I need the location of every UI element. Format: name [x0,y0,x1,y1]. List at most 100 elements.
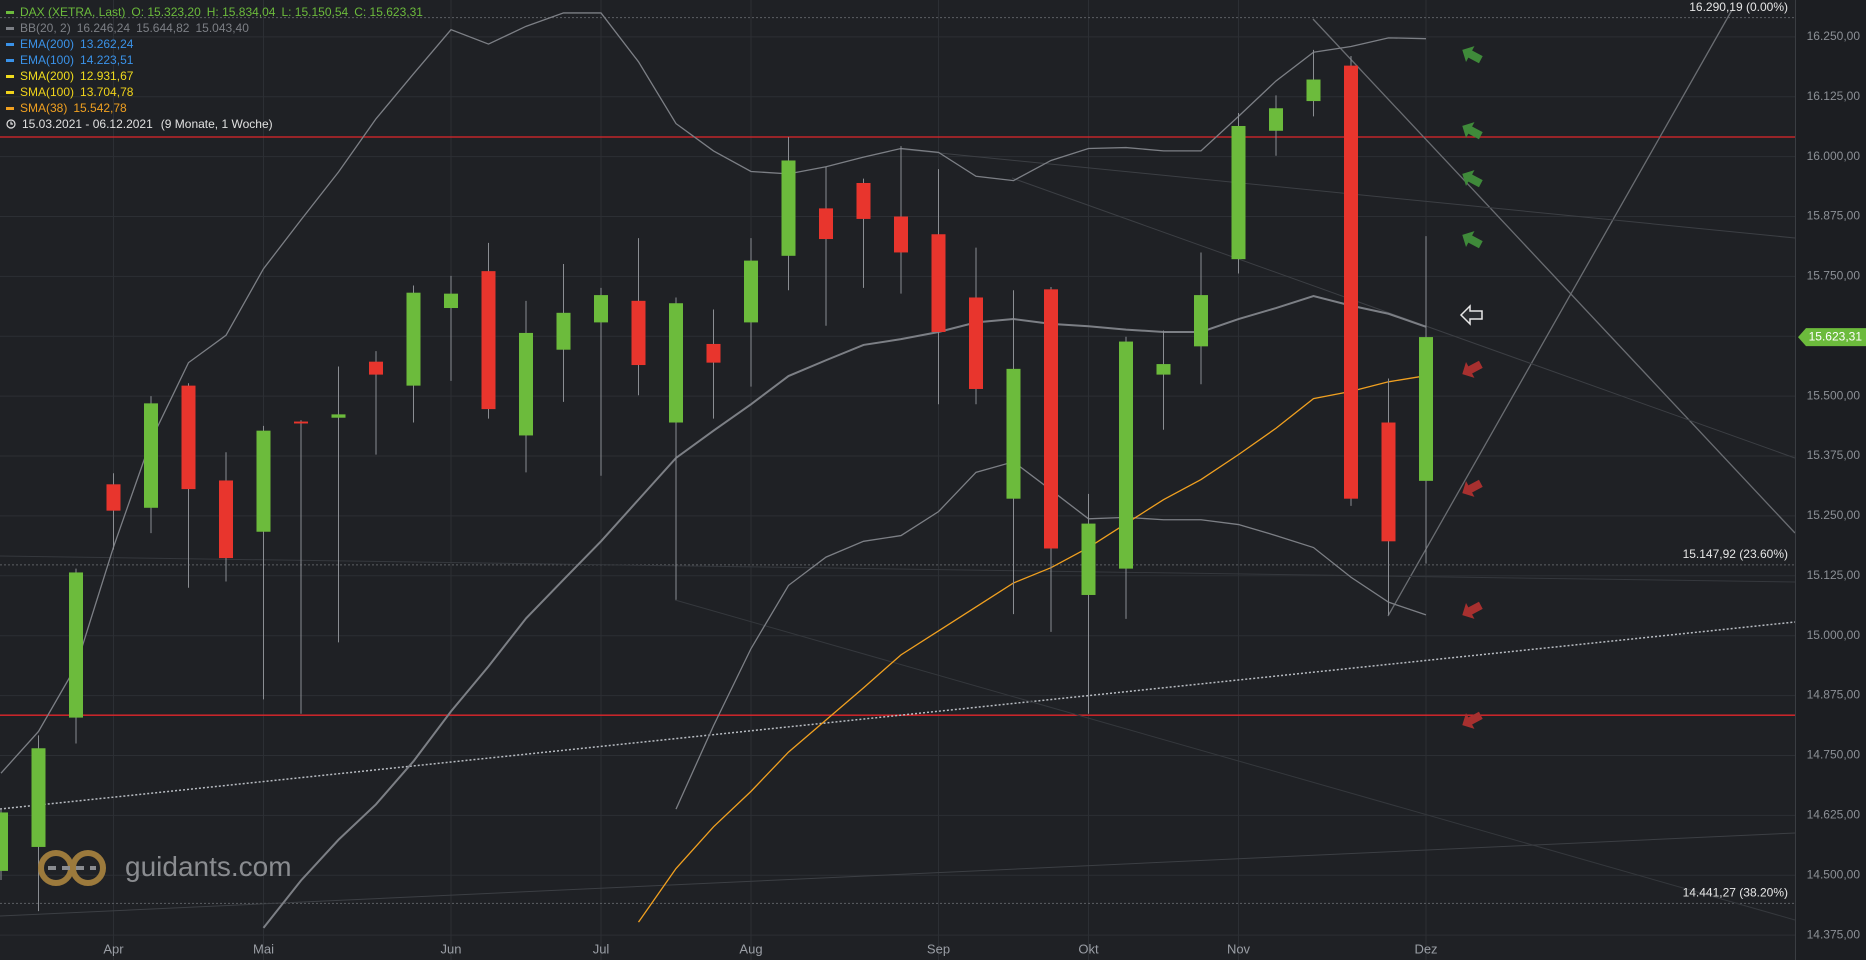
candle-body [0,812,8,871]
candle-body [744,260,758,323]
legend-row: SMA(100) 13.704,78 [6,84,423,100]
instrument-name: DAX (XETRA, Last) [20,5,126,19]
y-tick-label: 15.875,00 [1807,209,1861,223]
trend-lines [0,9,1795,921]
candle-body [819,208,833,240]
trend-line [0,832,1795,917]
candle-body [894,216,908,253]
watermark: guidants.com [125,851,292,882]
indicator-value: 16.246,24 [76,21,131,35]
candle-body [1044,289,1058,549]
candle-body [1119,341,1133,569]
plot-background [0,0,1795,960]
grid [0,0,1795,960]
last-price-label: 15.623,31 [1809,329,1863,343]
y-tick-label: 14.625,00 [1807,808,1861,822]
legend-row: SMA(38) 15.542,78 [6,100,423,116]
x-tick-label: Jun [441,941,462,956]
y-tick-label: 15.250,00 [1807,508,1861,522]
candle-body [931,234,946,332]
candle-body [1194,295,1208,347]
y-tick-label: 14.750,00 [1807,748,1861,762]
trend-line [1387,9,1733,617]
y-tick-label: 16.125,00 [1807,89,1861,103]
indicator-name: EMA(100) [20,53,75,67]
range-note: (9 Monate, 1 Woche) [160,117,273,131]
legend-icon [6,10,14,14]
legend-icon [6,26,14,30]
x-tick-label: Nov [1227,941,1251,956]
candle-body [781,160,796,256]
candle-body [219,480,233,559]
clock-icon [6,119,16,129]
signal-arrow [1459,304,1483,326]
y-tick-label: 16.250,00 [1807,29,1861,43]
y-tick-label: 15.125,00 [1807,568,1861,582]
indicator-value: 15.043,40 [195,21,249,35]
candles [0,49,1433,912]
candle-body [144,403,158,508]
indicator-name: SMA(100) [20,85,75,99]
candle-body [444,293,458,309]
y-tick-label: 14.875,00 [1807,688,1861,702]
indicator-name: SMA(200) [20,69,75,83]
candle-body [556,312,571,350]
legend-icon [6,106,14,110]
candle-body [406,292,421,386]
candle-body [256,430,271,532]
x-tick-label: Aug [739,941,762,956]
trend-line [1312,18,1795,534]
legend-row: 15.03.2021 - 06.12.2021 (9 Monate, 1 Woc… [6,116,423,132]
x-tick-label: Jul [593,941,610,956]
candle-body [369,361,383,375]
signal-arrows [1459,46,1483,729]
x-tick-label: Mai [253,941,274,956]
logo-ring [70,850,106,886]
indicator-value: 13.704,78 [80,85,134,99]
legend-icon [6,74,14,78]
overlay-labels: Apr Mai Jun Jul Aug Sep Okt Nov Dez 16.290,19 (0.… [103,0,1866,956]
legend-icon [6,42,14,46]
date-range: 15.03.2021 - 06.12.2021 [22,117,153,131]
candle-body [1306,79,1321,102]
y-tick-label: 15.000,00 [1807,628,1861,642]
candle-body [31,748,46,847]
signal-arrow [1462,479,1483,497]
legend-row: SMA(200) 12.931,67 [6,68,423,84]
indicator-value: 15.644,82 [136,21,190,35]
signal-arrow [1462,122,1483,140]
legend-row: EMA(100) 14.223,51 [6,52,423,68]
signal-arrow [1462,170,1483,188]
indicator-line [637,375,1427,923]
indicator-name: EMA(200) [20,37,75,51]
candle-body [481,271,496,410]
candle-body [331,414,346,418]
signal-arrow [1462,46,1483,64]
logo [38,850,106,886]
candle-body [594,295,608,323]
trend-line [674,599,1795,921]
candle-body [106,484,121,511]
indicator-value: 14.223,51 [80,53,134,67]
y-tick-label: 16.000,00 [1807,149,1861,163]
trend-line [0,621,1795,810]
signal-arrow [1462,711,1483,729]
fib-label: 14.441,27 (38.20%) [1683,886,1788,900]
fib-label: 15.147,92 (23.60%) [1683,547,1788,561]
ohlc-label: O: 15.323,20 [131,5,201,19]
candle-body [1269,108,1283,131]
candle-body [669,303,683,423]
ohlc-label: H: 15.834,04 [206,5,276,19]
legend-row: DAX (XETRA, Last) O: 15.323,20 H: 15.834… [6,4,423,20]
candle-body [856,182,871,219]
ohlc-label: C: 15.623,31 [354,5,423,19]
fib-label: 16.290,19 (0.00%) [1689,0,1788,14]
candle-body [1344,65,1358,499]
signal-arrow [1462,601,1483,619]
indicator-line [0,12,1427,774]
candle-body [706,343,721,363]
legend-row: BB(20, 2) 16.246,24 15.644,82 15.043,40 [6,20,423,36]
y-tick-label: 15.750,00 [1807,269,1861,283]
y-tick-label: 15.375,00 [1807,448,1861,462]
